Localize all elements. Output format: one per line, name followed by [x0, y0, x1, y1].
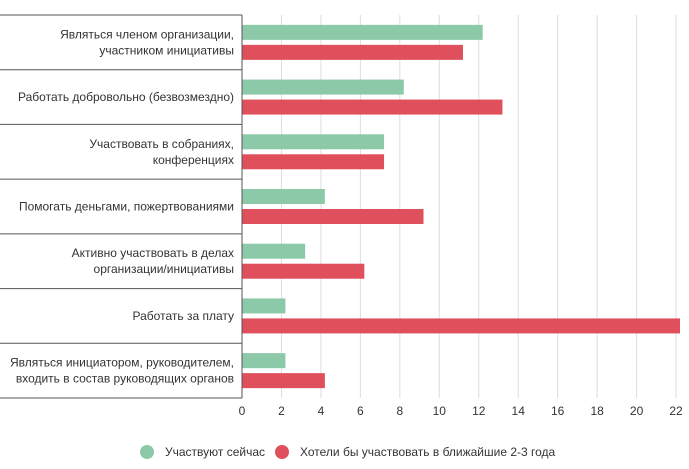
grid-lines — [280, 15, 677, 398]
legend: Участвуют сейчас Хотели бы участвовать в … — [140, 445, 556, 459]
bar-future — [242, 99, 503, 115]
x-tick-label: 18 — [590, 404, 604, 418]
x-tick-label: 10 — [433, 404, 447, 418]
category-labels: Являться членом организации, участником и… — [10, 27, 234, 385]
x-tick-label: 0 — [239, 404, 246, 418]
x-tick-label: 22 — [669, 404, 683, 418]
bar-current — [242, 353, 286, 369]
bar-future — [242, 209, 424, 224]
category-label: входить в состав руководящих органов — [16, 372, 234, 386]
bar-current — [242, 298, 286, 314]
bar-future — [242, 373, 325, 389]
bar-future — [242, 318, 680, 334]
x-tick-label: 6 — [357, 404, 364, 418]
legend-label-current: Участвуют сейчас — [165, 445, 265, 459]
category-label: Работать добровольно (безвозмездно) — [18, 90, 234, 104]
x-tick-label: 2 — [278, 404, 285, 418]
legend-marker-future — [275, 445, 289, 459]
bar-current — [242, 79, 404, 95]
bar-future — [242, 154, 385, 170]
bar-current — [242, 243, 306, 259]
category-separators — [0, 14, 242, 399]
category-label: Работать за плату — [133, 309, 234, 323]
bar-current — [242, 189, 325, 204]
x-tick-label: 4 — [318, 404, 325, 418]
category-label: организации/инициативы — [94, 262, 234, 276]
legend-label-future: Хотели бы участвовать в ближайшие 2-3 го… — [300, 445, 556, 459]
category-label: участником инициативы — [99, 43, 234, 57]
x-tick-label: 14 — [512, 404, 526, 418]
x-tick-label: 20 — [630, 404, 644, 418]
category-label: Активно участвовать в делах — [72, 246, 234, 260]
category-label: конференциях — [153, 153, 234, 167]
bar-future — [242, 44, 463, 60]
category-label: Являться членом организации, — [60, 27, 234, 41]
bar-current — [242, 134, 385, 150]
bars — [242, 24, 680, 389]
category-label: Участвовать в собраниях, — [89, 137, 234, 151]
category-label: Помогать деньгами, пожертвованиями — [19, 200, 234, 214]
legend-marker-current — [140, 445, 154, 459]
x-tick-label: 8 — [396, 404, 403, 418]
x-tick-label: 16 — [551, 404, 565, 418]
x-tick-label: 12 — [472, 404, 486, 418]
bar-future — [242, 263, 365, 279]
category-label: Являться инициатором, руководителем, — [10, 356, 234, 370]
bar-current — [242, 24, 483, 40]
x-axis-tick-labels: 0 2 4 6 8 10 12 14 16 18 20 22 — [239, 404, 683, 418]
